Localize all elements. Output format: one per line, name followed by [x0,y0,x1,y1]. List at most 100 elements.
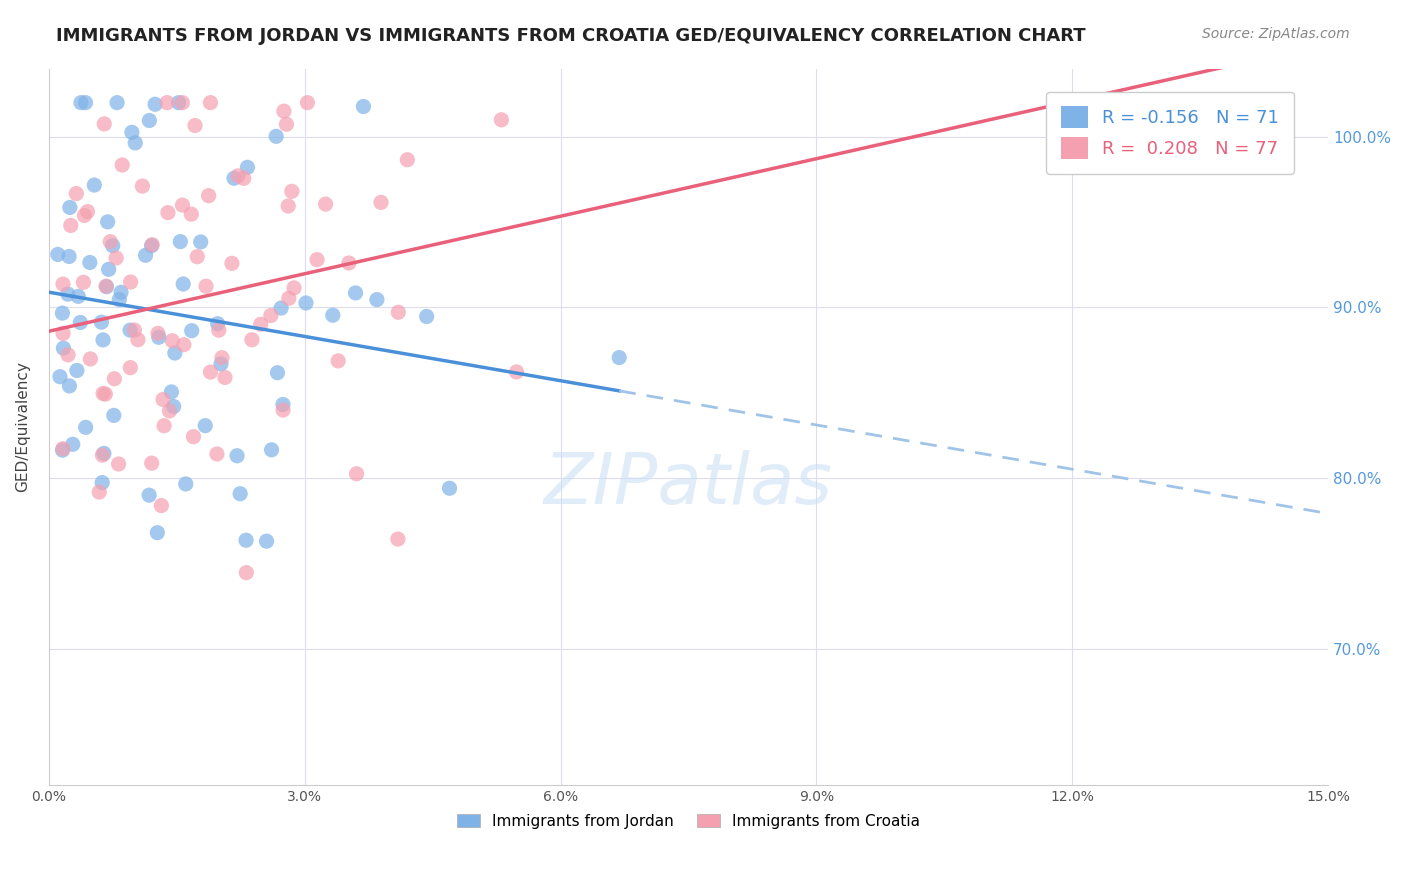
Point [172,198,194,212]
Point [67,289,90,303]
Point [281,185,304,199]
Point [70,95,93,110]
Point [266,366,288,380]
Point [120,323,142,337]
Point [66,363,89,377]
Point [75,420,97,434]
Point [235,533,257,548]
Point [127,333,149,347]
Point [200,95,222,110]
Point [153,418,176,433]
Point [76,204,98,219]
Point [103,409,125,423]
Point [69,316,91,330]
Point [195,279,218,293]
Point [273,104,295,119]
Point [148,330,170,344]
Point [56,287,79,301]
Point [138,488,160,502]
Y-axis label: GED/Equivalency: GED/Equivalency [15,361,30,492]
Point [240,333,263,347]
Point [226,449,249,463]
Point [232,171,254,186]
Point [46,247,69,261]
Point [352,99,374,113]
Point [56,348,79,362]
Point [58,379,80,393]
Point [156,95,179,110]
Point [439,481,461,495]
Point [205,447,228,461]
Point [396,153,419,167]
Point [52,442,75,456]
Point [159,404,181,418]
Point [98,235,121,249]
Point [110,285,132,300]
Point [79,255,101,269]
Point [91,475,114,490]
Point [162,334,184,348]
Point [146,525,169,540]
Point [156,205,179,219]
Point [138,113,160,128]
Point [222,171,245,186]
Point [256,534,278,549]
Point [346,467,368,481]
Point [97,262,120,277]
Point [415,310,437,324]
Point [51,443,73,458]
Point [183,430,205,444]
Point [315,197,337,211]
Point [370,195,392,210]
Point [194,418,217,433]
Point [229,487,252,501]
Point [58,250,80,264]
Point [491,112,513,127]
Point [277,199,299,213]
Point [90,315,112,329]
Point [322,308,344,322]
Point [221,256,243,270]
Point [131,179,153,194]
Point [62,437,84,451]
Point [94,387,117,401]
Point [186,250,208,264]
Point [150,499,173,513]
Point [108,293,131,307]
Point [174,477,197,491]
Point [49,369,72,384]
Point [163,400,186,414]
Point [141,238,163,252]
Point [283,281,305,295]
Point [226,169,249,183]
Point [97,215,120,229]
Point [208,323,231,337]
Point [93,446,115,460]
Point [260,442,283,457]
Point [214,370,236,384]
Point [121,125,143,139]
Point [59,219,82,233]
Point [366,293,388,307]
Point [83,178,105,192]
Point [105,95,128,110]
Point [94,279,117,293]
Point [337,256,360,270]
Point [297,95,319,110]
Point [52,277,75,291]
Point [141,456,163,470]
Point [160,384,183,399]
Point [120,275,142,289]
Point [75,95,97,110]
Point [141,237,163,252]
Point [101,238,124,252]
Point [264,129,287,144]
Point [96,279,118,293]
Point [260,309,283,323]
Point [72,276,94,290]
Point [65,186,87,201]
Text: ZIPatlas: ZIPatlas [544,450,832,518]
Point [197,188,219,202]
Point [124,323,146,337]
Point [89,485,111,500]
